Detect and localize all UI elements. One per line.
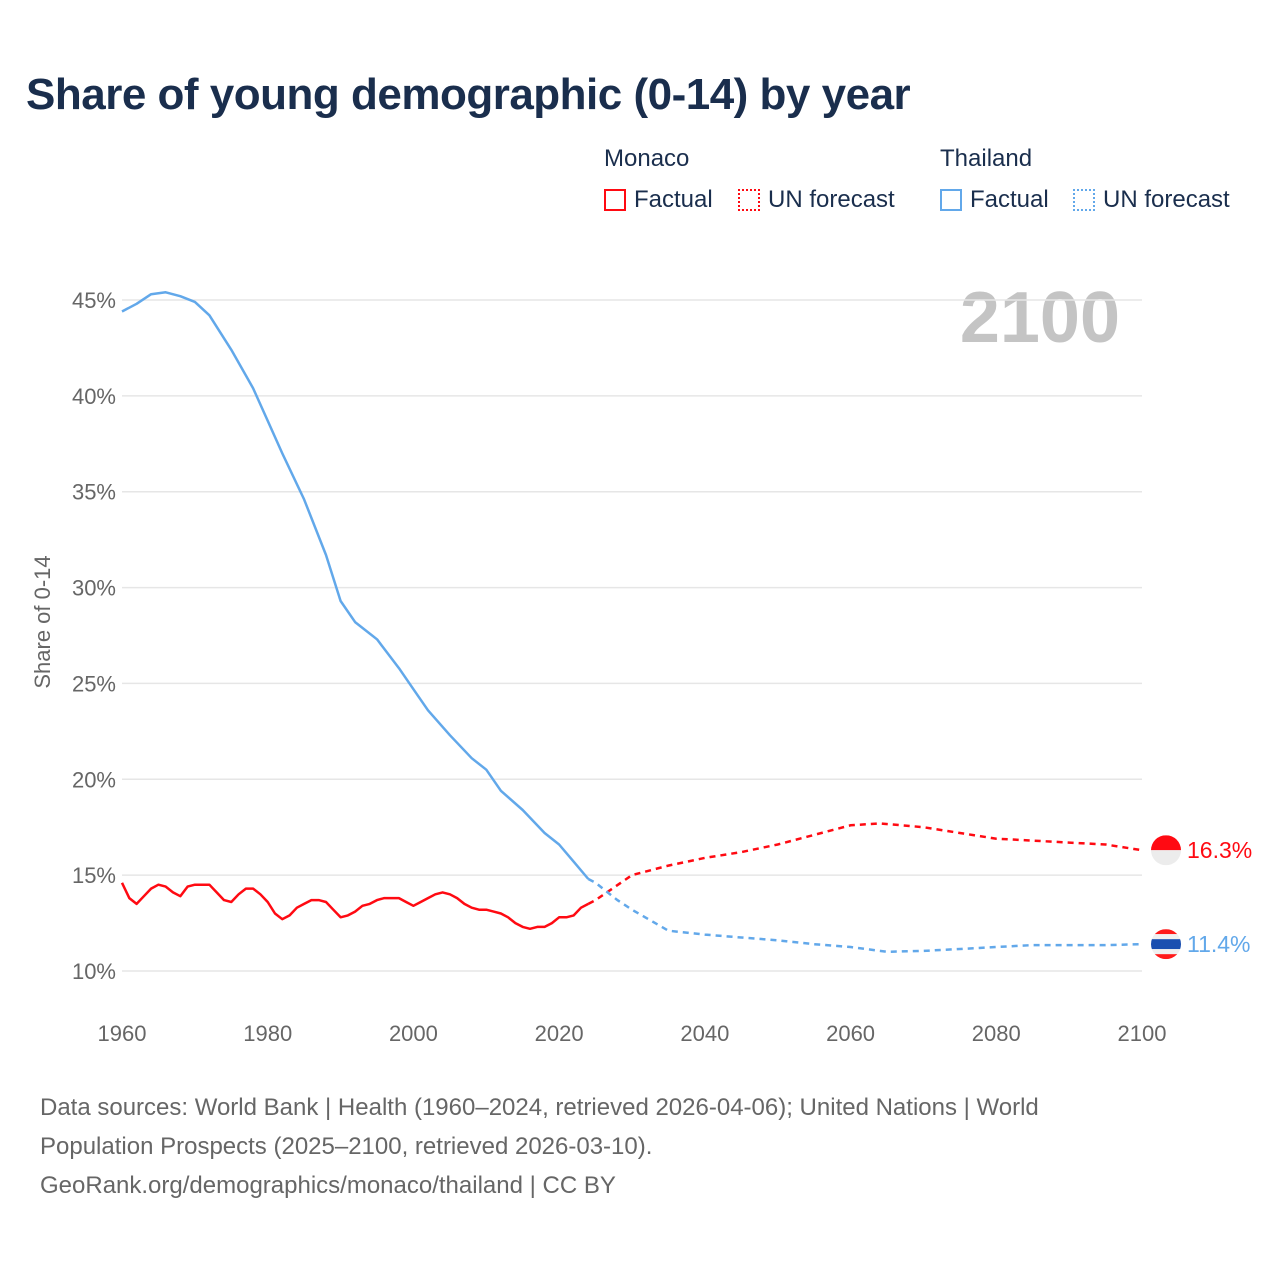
monaco-factual-line	[120, 882, 589, 931]
legend-group-thailand: Thailand	[940, 145, 1033, 172]
y-tick-label: 40%	[72, 384, 116, 409]
y-tick-label: 45%	[72, 288, 116, 313]
y-tick-label: 35%	[72, 480, 116, 505]
footer-sources-1: Data sources: World Bank | Health (1960–…	[40, 1094, 1039, 1121]
x-tick-label: 1980	[243, 1021, 292, 1046]
thailand-factual-line	[121, 291, 590, 880]
x-tick-label: 1960	[98, 1021, 147, 1046]
legend-swatch	[738, 189, 760, 211]
thailand-end-label: 11.4%	[1187, 931, 1251, 957]
legend-swatch	[604, 189, 626, 211]
thailand-forecast-line	[587, 877, 1143, 954]
legend-swatch	[1073, 189, 1095, 211]
footer: Data sources: World Bank | Health (1960–…	[40, 1088, 1240, 1205]
year-watermark: 2100	[960, 278, 1120, 358]
legend-thailand-forecast[interactable]: UN forecast	[1073, 186, 1230, 214]
monaco-forecast-line	[587, 822, 1143, 906]
y-tick-label: 30%	[72, 576, 116, 601]
legend-label: Factual	[634, 186, 713, 213]
y-tick-label: 10%	[72, 959, 116, 984]
legend-swatch	[940, 189, 962, 211]
legend-monaco-forecast[interactable]: UN forecast	[738, 186, 895, 214]
y-tick-label: 25%	[72, 671, 116, 696]
y-axis-label: Share of 0-14	[30, 555, 55, 688]
x-tick-label: 2100	[1118, 1021, 1167, 1046]
monaco-end-label: 16.3%	[1187, 837, 1252, 863]
chart-title: Share of young demographic (0-14) by yea…	[26, 70, 911, 119]
x-tick-label: 2000	[389, 1021, 438, 1046]
legend-label: UN forecast	[1103, 186, 1230, 213]
monaco-flag-icon	[1151, 850, 1181, 866]
legend-label: UN forecast	[768, 186, 895, 213]
thailand-flag-icon	[1151, 929, 1181, 935]
legend-group-monaco: Monaco	[604, 145, 690, 172]
x-tick-label: 2060	[826, 1021, 875, 1046]
footer-sources-2: Population Prospects (2025–2100, retriev…	[40, 1133, 653, 1160]
legend-label: Factual	[970, 186, 1049, 213]
thailand-flag-icon	[1151, 949, 1181, 955]
thailand-flag-icon	[1151, 939, 1181, 950]
legend-monaco-factual[interactable]: Factual	[604, 186, 713, 214]
footer-attribution[interactable]: GeoRank.org/demographics/monaco/thailand…	[40, 1172, 616, 1199]
thailand-flag-icon	[1151, 934, 1181, 940]
x-tick-label: 2020	[535, 1021, 584, 1046]
legend-thailand-factual[interactable]: Factual	[940, 186, 1049, 214]
x-tick-label: 2040	[680, 1021, 729, 1046]
monaco-flag-icon	[1151, 835, 1181, 851]
y-tick-label: 15%	[72, 863, 116, 888]
x-tick-label: 2080	[972, 1021, 1021, 1046]
y-tick-label: 20%	[72, 767, 116, 792]
thailand-flag-icon	[1151, 954, 1181, 960]
